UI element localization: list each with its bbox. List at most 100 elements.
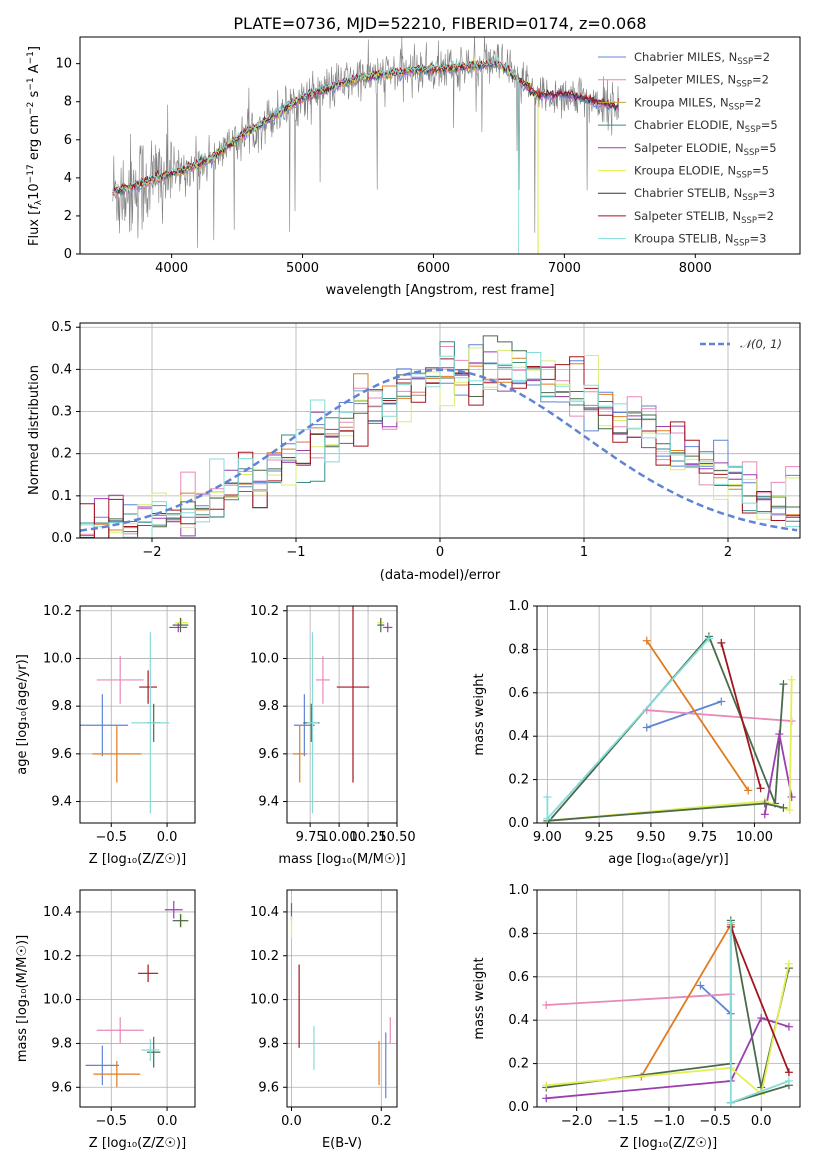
weight-marker [757,1014,766,1023]
y-tick-label: 4 [64,171,72,186]
y-tick-label: 10.2 [250,604,279,619]
y-tick-label: 9.8 [258,699,279,714]
y-tick-label: 0.6 [508,686,529,701]
y-axis-label: age [log₁₀(age/yr)] [15,654,30,775]
y-tick-label: 0.4 [51,362,72,377]
weight-line [729,926,790,1073]
y-tick-label: 0.6 [508,970,529,985]
data-point [93,1060,141,1088]
x-tick-label: 5000 [286,261,319,276]
weight-line [646,709,792,722]
x-tick-label: 2 [724,545,732,560]
y-tick-label: 9.4 [258,795,279,810]
legend-entry: Salpeter STELIB, NSSP=2 [634,209,774,226]
weight-marker [542,1081,551,1090]
legend-entry: Salpeter ELODIE, NSSP=5 [634,141,777,158]
y-tick-label: 0.1 [51,489,72,504]
y-tick-label: 6 [64,133,72,148]
weight-marker [642,723,651,732]
x-tick-label: 10.00 [736,830,773,845]
x-tick-label: −1.5 [607,1114,639,1129]
x-tick-label: 7000 [548,261,581,276]
y-tick-label: 1.0 [508,883,529,898]
legend-entry: Salpeter MILES, NSSP=2 [634,73,769,90]
weight-marker [696,981,705,990]
y-tick-label: 0 [64,247,72,262]
x-tick-label: −2 [142,545,161,560]
y-tick-label: 0.4 [508,729,529,744]
weight-marker [779,803,788,812]
panel-frame [286,889,398,1108]
weight-marker [787,675,796,684]
y-tick-label: 0.2 [508,1057,529,1072]
weight-marker [717,697,726,706]
data-point [138,964,159,983]
weight-line [546,634,785,823]
weight-line [547,679,793,822]
data-point [85,1045,120,1086]
y-tick-label: 0.2 [508,773,529,788]
x-tick-label: 9.00 [533,830,562,845]
weight-line [720,642,762,789]
x-tick-label: 9.75 [688,830,717,845]
x-tick-label: 1 [580,545,588,560]
panel-frame [536,605,801,824]
normal-legend-label: 𝒩(0, 1) [740,337,782,351]
y-tick-label: 10.4 [250,905,279,920]
x-tick-label: 4000 [155,261,188,276]
data-point [292,725,307,783]
data-point [139,670,158,704]
weight-vs-age-panel: 9.00 9.25 9.50 9.75 10.00 0.0 0.2 0.4 0.6 0.8 1.0 a… [472,599,801,867]
mass-vs-Z-panel: −0.5 0.0 9.6 9.8 10.0 10.2 10.4 Z [log₁₀(Z/Z☉)]… [15,889,196,1151]
x-tick-label: 0.0 [281,1114,302,1129]
x-tick-label: 0.0 [157,830,178,845]
weight-marker [704,634,713,643]
y-tick-label: 9.8 [51,699,72,714]
data-point [315,656,330,704]
y-axis-label: mass weight [472,673,487,755]
y-tick-label: 0.4 [508,1013,529,1028]
data-point [92,725,142,783]
histogram-xlabel: (data-model)/error [380,568,501,583]
y-tick-label: 9.6 [51,747,72,762]
x-tick-label: −1 [286,545,305,560]
x-tick-label: −0.5 [95,830,127,845]
y-axis-label: mass [log₁₀(M/M☉)] [15,935,30,1062]
weight-marker [543,792,552,801]
spectrum-frame [79,36,801,255]
weight-marker [775,730,784,739]
x-tick-label: 10.00 [320,830,357,845]
y-tick-label: 10.0 [250,993,279,1008]
model-spectrum-line [112,57,519,254]
weight-marker [542,1001,551,1010]
weight-line [646,640,749,792]
panel-frame [79,889,196,1108]
spectrum-legend: Chabrier MILES, NSSP=2 Salpeter MILES, NS… [598,50,778,249]
data-point [172,914,189,928]
y-tick-label: 9.8 [258,1036,279,1051]
histogram-legend: 𝒩(0, 1) [700,337,782,351]
x-tick-label: −1.0 [653,1114,685,1129]
x-axis-label: Z [log₁₀(Z/Z☉)] [89,1136,186,1151]
data-point [169,622,188,633]
weight-line [546,637,710,822]
weight-marker [784,1076,793,1085]
data-point [96,1017,144,1044]
y-tick-label: 0.8 [508,926,529,941]
panel-frame [79,605,196,824]
weight-marker [543,814,552,823]
y-tick-label: 10.0 [43,993,72,1008]
weight-marker [785,805,794,814]
y-axis-label: mass weight [472,957,487,1039]
x-axis-label: Z [log₁₀(Z/Z☉)] [620,1136,717,1151]
data-point [172,617,189,633]
weight-line [546,963,790,1096]
observed-spectrum-line [112,37,620,248]
x-tick-label: 6000 [417,261,450,276]
x-tick-label: 9.75 [296,830,325,845]
model-spectrum-line [112,59,619,194]
x-tick-label: −2.0 [561,1114,593,1129]
legend-entry: Chabrier STELIB, NSSP=3 [634,186,775,203]
panel-frame [286,605,398,824]
